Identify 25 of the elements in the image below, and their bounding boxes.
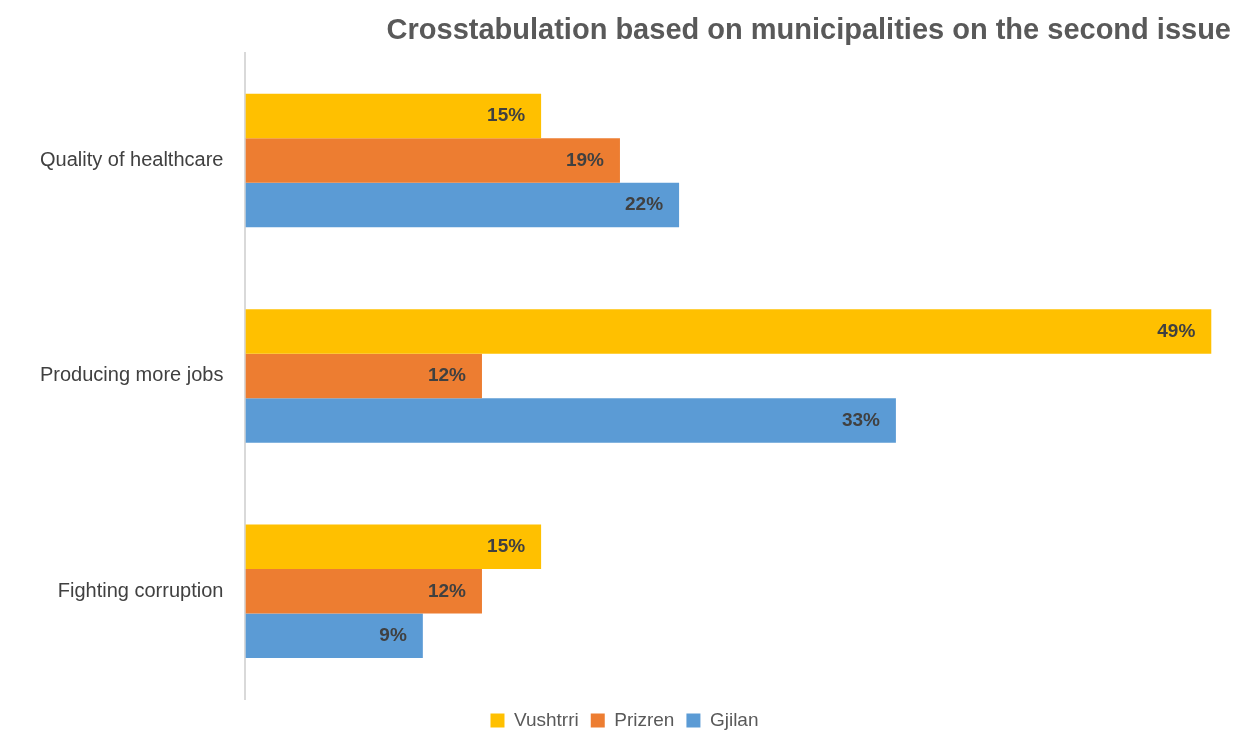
legend-label: Vushtrri [513, 708, 579, 730]
chart-title: Crosstabulation based on municipalities on the second issue [386, 13, 1231, 46]
bar [245, 182, 680, 228]
data-label: 15% [487, 535, 526, 557]
data-label: 22% [625, 193, 664, 215]
bar [245, 613, 423, 659]
bar [245, 309, 1212, 354]
legend-label: Prizren [614, 708, 675, 730]
legend-label: Gjilan [709, 708, 759, 730]
data-label: 9% [379, 624, 407, 646]
data-label: 49% [1157, 319, 1196, 341]
y-tick-label: Quality of healthcare [40, 148, 224, 171]
y-tick-label: Producing more jobs [40, 363, 224, 386]
y-tick-label: Fighting corruption [57, 578, 224, 601]
bar [245, 353, 482, 399]
data-label: 12% [427, 579, 467, 601]
bar [245, 569, 482, 614]
bar [245, 524, 542, 570]
bar [245, 398, 896, 443]
bar [245, 93, 542, 139]
data-label: 33% [841, 408, 881, 430]
data-label: 19% [565, 148, 605, 170]
data-label: 12% [427, 364, 467, 386]
data-label: 15% [487, 104, 526, 126]
bar [245, 138, 620, 183]
